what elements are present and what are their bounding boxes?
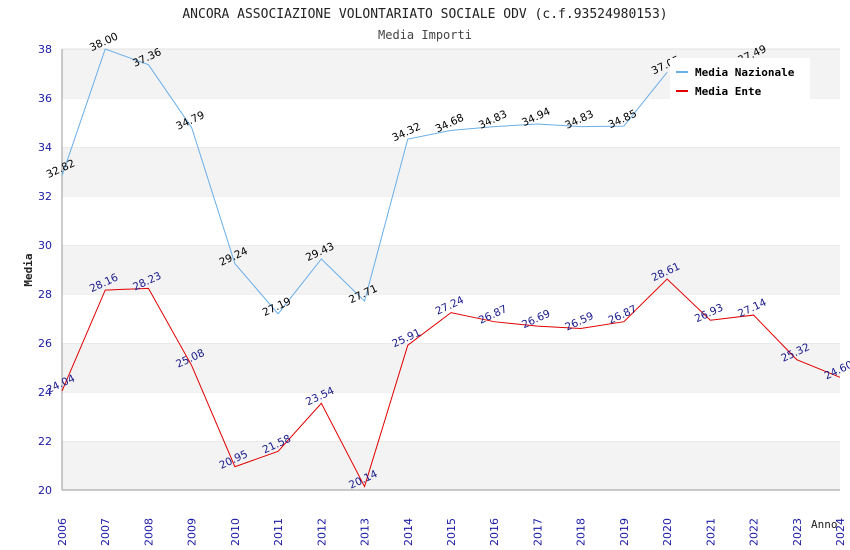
x-axis-label: Anno: [811, 518, 838, 531]
y-tick-label: 24: [38, 386, 52, 399]
x-tick-label: 2010: [229, 518, 242, 546]
x-tick-label: 2007: [99, 518, 112, 546]
y-tick-label: 22: [38, 435, 52, 448]
y-tick-labels: 20 22 24 26 28 30 32 34 36 38: [38, 43, 52, 497]
x-tick-label: 2024: [834, 518, 847, 546]
x-tick-label: 2011: [272, 518, 285, 546]
x-tick-label: 2022: [748, 518, 761, 546]
grid-band: [62, 196, 840, 245]
x-tick-label: 2015: [445, 518, 458, 546]
axes: [61, 49, 840, 491]
x-tick-label: 2023: [791, 518, 804, 546]
y-tick-label: 36: [38, 92, 52, 105]
series-line-media-nazionale: [61, 48, 668, 315]
x-tick-label: 2008: [142, 518, 155, 546]
x-tick-label: 2009: [186, 518, 199, 546]
legend-label: Media Ente: [695, 85, 762, 98]
grid-band: [62, 441, 840, 490]
grid-band: [62, 392, 840, 441]
y-tick-label: 20: [38, 484, 52, 497]
x-tick-label: 2020: [661, 518, 674, 546]
x-tick-label: 2019: [618, 518, 631, 546]
y-tick-label: 38: [38, 43, 52, 56]
legend: Media Nazionale Media Ente: [670, 58, 810, 100]
x-tick-label: 2018: [575, 518, 588, 546]
legend-box: [670, 58, 810, 100]
grid-band: [62, 98, 840, 147]
x-tick-label: 2016: [488, 518, 501, 546]
y-axis-label: Media: [22, 253, 35, 286]
x-tick-label: 2014: [402, 518, 415, 546]
chart-title: ANCORA ASSOCIAZIONE VOLONTARIATO SOCIALE…: [182, 7, 667, 22]
x-tick-label: 2006: [56, 518, 69, 546]
grid-band: [62, 343, 840, 392]
y-tick-label: 28: [38, 288, 52, 301]
grid-band: [62, 245, 840, 294]
series-line-media-ente: [61, 278, 841, 488]
y-tick-label: 34: [38, 141, 52, 154]
series-layer: [61, 48, 841, 488]
x-tick-label: 2017: [531, 518, 544, 546]
y-tick-label: 26: [38, 337, 52, 350]
x-tick-label: 2013: [359, 518, 372, 546]
grid-bands: [62, 48, 840, 490]
legend-label: Media Nazionale: [695, 66, 795, 79]
chart-subtitle: Media Importi: [378, 28, 472, 42]
y-tick-label: 32: [38, 190, 52, 203]
x-tick-label: 2012: [315, 518, 328, 546]
y-tick-label: 30: [38, 239, 52, 252]
x-tick-labels: 2006 2007 2008 2009 2010 2011 2012 2013 2014 2015…: [56, 518, 847, 546]
x-tick-label: 2021: [704, 518, 717, 546]
grid-band: [62, 294, 840, 343]
grid-band: [62, 147, 840, 196]
